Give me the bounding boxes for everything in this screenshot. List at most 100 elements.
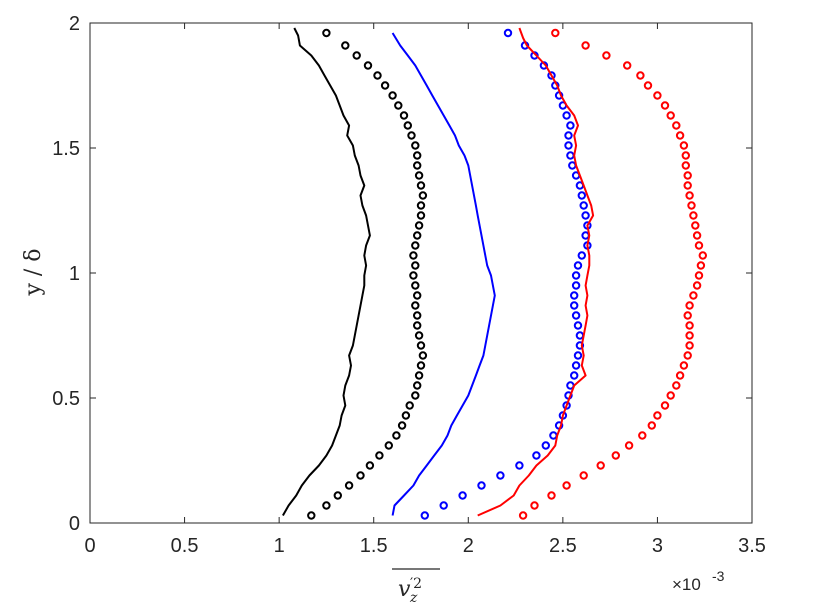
data-point xyxy=(685,191,694,200)
data-point xyxy=(413,311,422,320)
data-point xyxy=(322,28,331,38)
series-line xyxy=(282,27,371,516)
data-point xyxy=(352,51,361,60)
series-layer xyxy=(282,27,707,520)
x-tick-label: 2 xyxy=(463,535,474,557)
data-point xyxy=(403,121,412,130)
data-point xyxy=(672,381,681,390)
series-0 xyxy=(282,27,371,516)
data-point xyxy=(418,351,428,360)
data-point xyxy=(647,421,656,430)
y-tick-label: 1 xyxy=(69,263,80,285)
data-point xyxy=(413,291,422,300)
data-point xyxy=(685,321,694,330)
data-point xyxy=(416,361,426,370)
data-point xyxy=(547,71,556,80)
data-point xyxy=(414,171,424,180)
data-point xyxy=(692,281,702,290)
data-point xyxy=(414,221,424,230)
data-point xyxy=(685,331,694,340)
data-point xyxy=(496,471,505,480)
data-point xyxy=(409,251,418,260)
data-point xyxy=(681,151,690,160)
data-point xyxy=(571,281,581,290)
data-point xyxy=(307,511,316,520)
data-point xyxy=(581,211,590,220)
data-point xyxy=(407,131,416,140)
x-axis-label: v ′2 z xyxy=(392,568,440,606)
data-point xyxy=(573,351,583,360)
data-point xyxy=(679,141,689,150)
data-point xyxy=(411,261,420,270)
data-point xyxy=(596,461,605,470)
data-point xyxy=(660,401,670,410)
data-point xyxy=(611,451,620,460)
data-point xyxy=(571,271,581,280)
y-tick-label: 0.5 xyxy=(52,388,80,410)
data-point xyxy=(439,501,448,510)
data-point xyxy=(413,231,422,240)
data-point xyxy=(623,61,632,70)
x-tick-label: 2.5 xyxy=(549,535,577,557)
data-point xyxy=(416,211,426,220)
data-point xyxy=(401,411,411,420)
data-point xyxy=(570,291,579,300)
data-point xyxy=(577,191,586,200)
series-5 xyxy=(518,28,707,520)
data-point xyxy=(416,181,426,190)
data-point xyxy=(503,28,513,38)
data-point xyxy=(397,421,407,430)
series-line xyxy=(391,32,496,516)
data-point xyxy=(418,191,428,200)
data-point xyxy=(518,511,528,520)
data-point xyxy=(547,491,556,500)
data-point xyxy=(392,431,401,440)
y-axis-label: y / δ xyxy=(21,248,46,296)
data-point xyxy=(373,71,382,80)
data-point xyxy=(411,141,420,150)
data-point xyxy=(573,261,583,270)
data-point xyxy=(384,441,393,450)
x-tick-label: 1.5 xyxy=(360,535,388,557)
data-point xyxy=(322,501,331,510)
data-point xyxy=(638,431,647,440)
data-point xyxy=(685,301,694,310)
data-point xyxy=(388,91,397,100)
data-point xyxy=(344,481,354,490)
data-point xyxy=(683,311,692,320)
data-point xyxy=(681,161,690,170)
data-point xyxy=(515,461,524,470)
data-point xyxy=(413,321,422,330)
data-point xyxy=(683,171,692,180)
x-axis-label-prime: ′2 xyxy=(410,576,422,592)
data-point xyxy=(380,81,390,90)
data-point xyxy=(685,341,694,350)
x-tick-label: 3.5 xyxy=(738,535,766,557)
data-point xyxy=(579,201,588,210)
data-point xyxy=(692,231,702,240)
data-point xyxy=(602,51,611,60)
data-point xyxy=(414,371,424,380)
data-point xyxy=(532,451,541,460)
data-point xyxy=(363,61,373,70)
data-point xyxy=(405,401,414,410)
data-point xyxy=(530,501,539,510)
data-point xyxy=(624,441,634,450)
data-point xyxy=(675,371,685,380)
data-point xyxy=(694,271,704,280)
x-axis-label-main: v xyxy=(398,577,411,602)
data-point xyxy=(696,261,706,270)
data-point xyxy=(416,341,426,350)
data-point xyxy=(571,361,581,370)
data-point xyxy=(687,201,696,210)
data-point xyxy=(666,111,675,120)
x-exponent-power: -3 xyxy=(712,568,725,584)
data-point xyxy=(683,351,692,360)
data-point xyxy=(413,161,422,170)
data-point xyxy=(575,341,585,350)
x-tick-label: 1 xyxy=(274,535,285,557)
data-point xyxy=(653,411,662,420)
series-2 xyxy=(391,32,496,516)
data-point xyxy=(477,481,486,490)
